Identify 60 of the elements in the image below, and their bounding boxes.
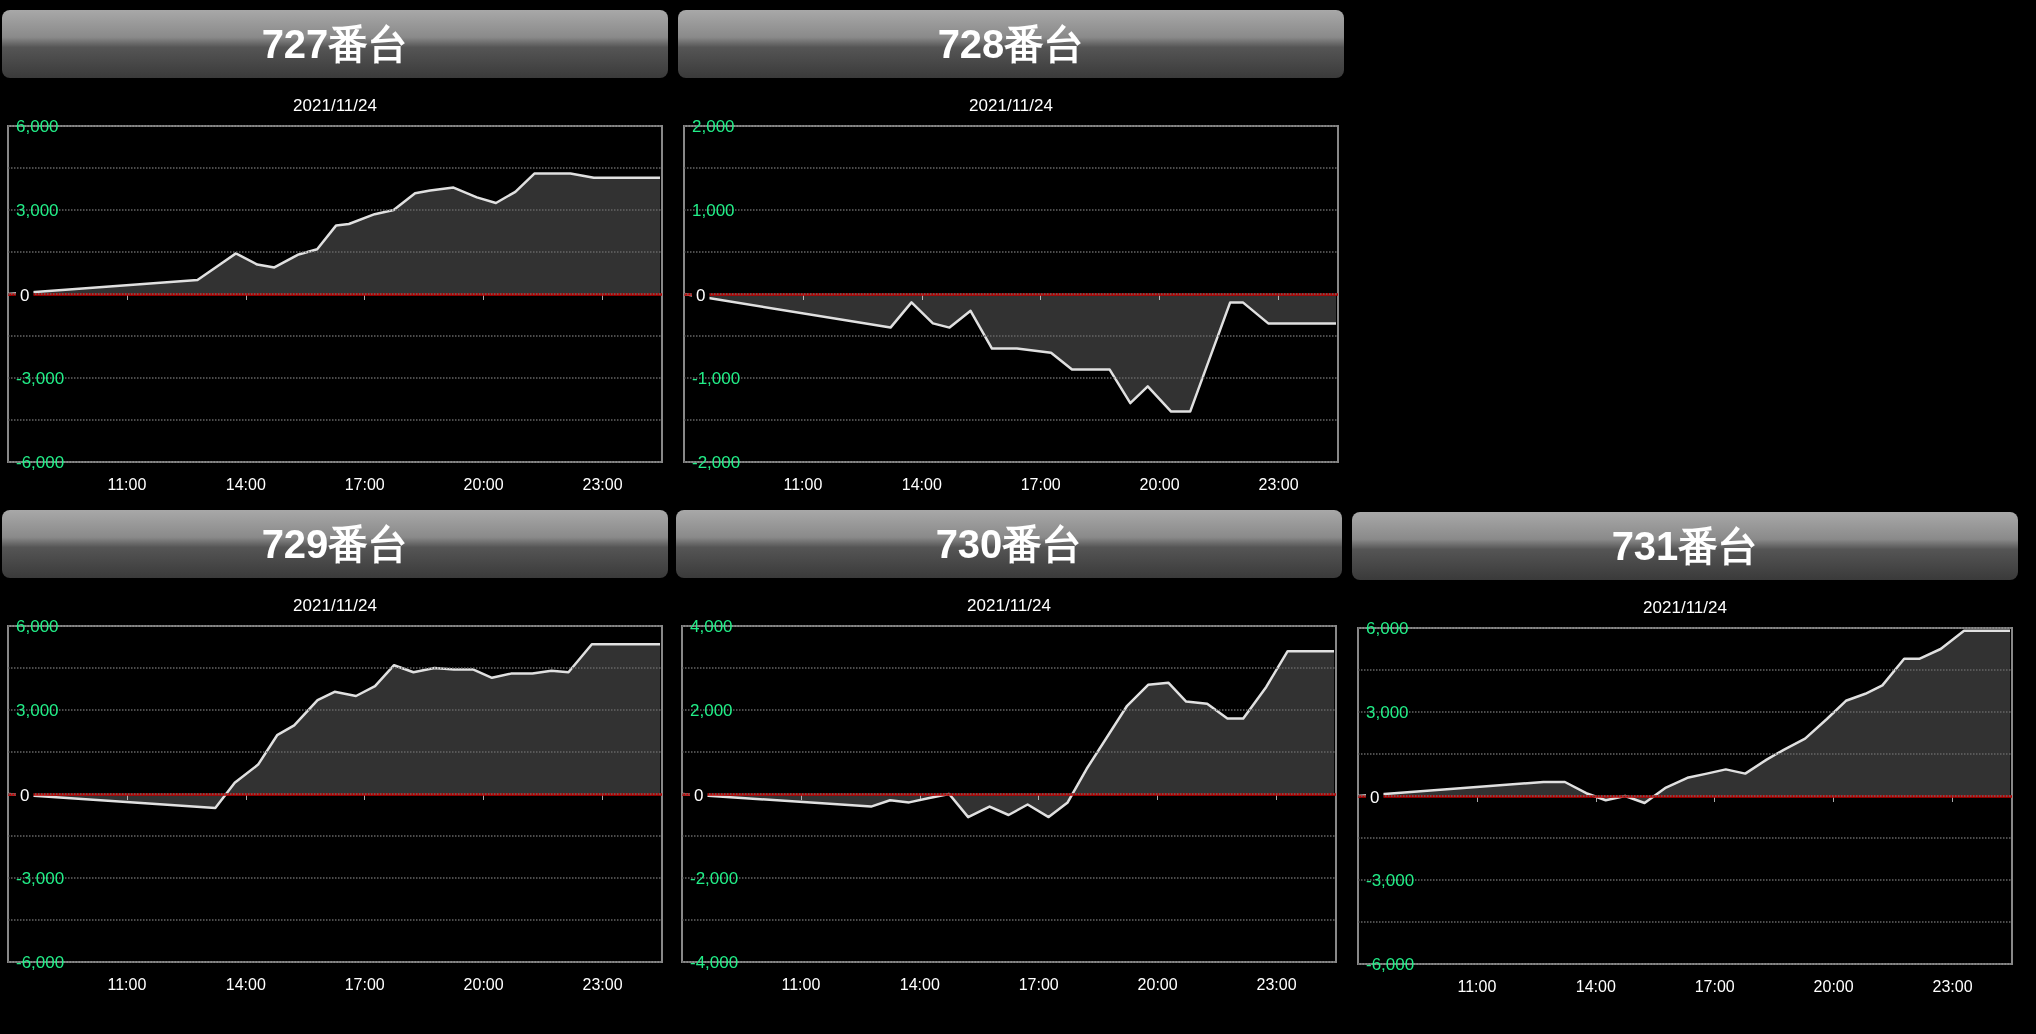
y-tick-label: 6,000 (1366, 618, 1409, 638)
y-tick-label: 3,000 (16, 700, 59, 720)
y-tick-label: -4,000 (690, 952, 739, 972)
x-tick-label: 14:00 (1575, 977, 1616, 995)
chart-subtitle: 2021/11/24 (293, 596, 377, 615)
x-tick-label: 14:00 (901, 475, 942, 493)
chart-subtitle: 2021/11/24 (293, 96, 377, 115)
chart-subtitle: 2021/11/24 (969, 96, 1053, 115)
y-tick-label: -1,000 (692, 368, 741, 388)
y-tick-label: 3,000 (16, 200, 59, 220)
y-tick-label: -6,000 (16, 452, 65, 472)
x-tick-label: 23:00 (582, 975, 623, 993)
y-tick-label: 2,000 (692, 116, 735, 136)
x-tick-label: 20:00 (463, 975, 504, 993)
chart-title: 728番台 (937, 20, 1085, 68)
x-tick-label: 23:00 (1258, 475, 1299, 493)
y-tick-label: -6,000 (16, 952, 65, 972)
y-tick-label: 0 (20, 785, 30, 805)
x-tick-label: 20:00 (463, 475, 504, 493)
y-tick-label: 4,000 (690, 616, 733, 636)
y-tick-label: 3,000 (1366, 702, 1409, 722)
x-tick-label: 11:00 (781, 975, 821, 993)
x-tick-label: 14:00 (225, 475, 266, 493)
x-tick-label: 17:00 (1018, 975, 1059, 993)
chart-subtitle: 2021/11/24 (967, 596, 1051, 615)
y-tick-label: 0 (696, 285, 706, 305)
chart-title: 727番台 (261, 20, 409, 68)
x-tick-label: 23:00 (1256, 975, 1297, 993)
chart-title: 731番台 (1611, 522, 1759, 570)
x-tick-label: 23:00 (1932, 977, 1973, 995)
y-tick-label: -2,000 (690, 868, 739, 888)
x-tick-label: 11:00 (107, 475, 147, 493)
chart-title: 729番台 (261, 520, 409, 568)
y-tick-label: -3,000 (16, 368, 65, 388)
y-tick-label: -6,000 (1366, 954, 1415, 974)
x-tick-label: 17:00 (1020, 475, 1061, 493)
y-tick-label: 0 (1370, 787, 1380, 807)
x-tick-label: 23:00 (582, 475, 623, 493)
x-tick-label: 20:00 (1813, 977, 1854, 995)
x-tick-label: 11:00 (1457, 977, 1497, 995)
x-tick-label: 17:00 (344, 475, 385, 493)
y-tick-label: 2,000 (690, 700, 733, 720)
chart-title: 730番台 (935, 520, 1083, 568)
y-tick-label: -3,000 (16, 868, 65, 888)
x-tick-label: 17:00 (1694, 977, 1735, 995)
x-tick-label: 11:00 (107, 975, 147, 993)
x-tick-label: 20:00 (1139, 475, 1180, 493)
y-tick-label: 0 (20, 285, 30, 305)
y-tick-label: -3,000 (1366, 870, 1415, 890)
y-tick-label: -2,000 (692, 452, 741, 472)
x-tick-label: 14:00 (225, 975, 266, 993)
y-tick-label: 6,000 (16, 116, 59, 136)
x-tick-label: 11:00 (783, 475, 823, 493)
x-tick-label: 14:00 (899, 975, 940, 993)
x-tick-label: 20:00 (1137, 975, 1178, 993)
y-tick-label: 1,000 (692, 200, 735, 220)
y-tick-label: 6,000 (16, 616, 59, 636)
chart-subtitle: 2021/11/24 (1643, 598, 1727, 617)
x-tick-label: 17:00 (344, 975, 385, 993)
y-tick-label: 0 (694, 785, 704, 805)
